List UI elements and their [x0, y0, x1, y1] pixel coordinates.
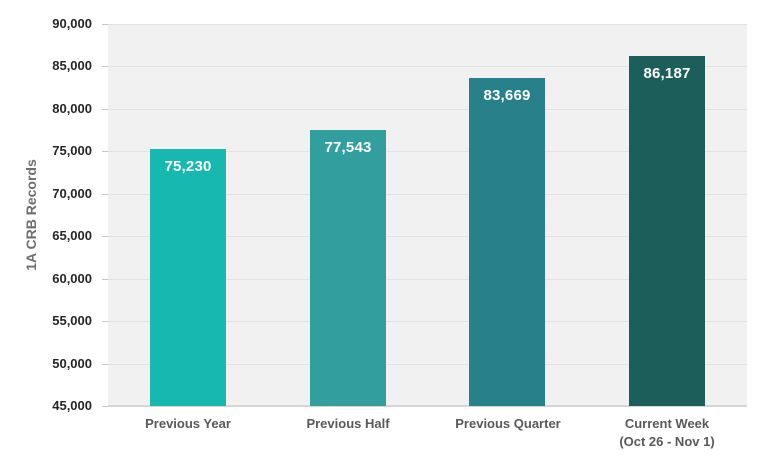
gridline — [108, 279, 747, 280]
y-axis-tick — [102, 194, 108, 195]
y-tick-label: 55,000 — [52, 313, 92, 328]
x-category-label-line: (Oct 26 - Nov 1) — [619, 434, 715, 449]
y-axis-tick — [102, 236, 108, 237]
gridline — [108, 66, 747, 67]
bar: 86,187 — [629, 56, 705, 406]
bar-value-label: 77,543 — [324, 139, 372, 156]
bar: 75,230 — [150, 149, 226, 406]
y-tick-label: 50,000 — [52, 356, 92, 371]
x-category-label: Previous Quarter — [428, 415, 588, 433]
gridline — [108, 194, 747, 195]
y-axis-tick — [102, 406, 108, 407]
x-category-label: Previous Half — [268, 415, 428, 433]
y-tick-label: 80,000 — [52, 101, 92, 116]
y-axis-tick — [102, 364, 108, 365]
y-axis-tick — [102, 279, 108, 280]
y-tick-label: 70,000 — [52, 186, 92, 201]
y-axis-tick — [102, 24, 108, 25]
x-category-label-line: Previous Year — [145, 416, 231, 431]
y-axis-tick — [102, 151, 108, 152]
y-tick-label: 85,000 — [52, 58, 92, 73]
y-tick-label: 45,000 — [52, 398, 92, 413]
y-tick-label: 60,000 — [52, 271, 92, 286]
gridline — [108, 236, 747, 237]
gridline — [108, 109, 747, 110]
gridline — [108, 151, 747, 152]
gridline — [108, 321, 747, 322]
x-category-label-line: Previous Half — [306, 416, 390, 431]
bar-value-label: 75,230 — [164, 158, 212, 175]
y-axis-tick — [102, 109, 108, 110]
bar: 77,543 — [310, 130, 386, 406]
y-tick-label: 75,000 — [52, 143, 92, 158]
x-category-label-line: Current Week — [624, 416, 710, 431]
x-category-label-line: Previous Quarter — [455, 416, 561, 431]
y-axis-tick — [102, 321, 108, 322]
y-axis-title: 1A CRB Records — [23, 159, 39, 271]
y-tick-label: 65,000 — [52, 228, 92, 243]
gridline — [108, 24, 747, 25]
bar: 83,669 — [469, 78, 545, 406]
bar-value-label: 83,669 — [483, 87, 531, 104]
bar-value-label: 86,187 — [643, 65, 691, 82]
y-axis-tick — [102, 66, 108, 67]
x-category-label: Current Week (Oct 26 - Nov 1) — [587, 415, 747, 451]
x-axis-line — [108, 405, 747, 407]
y-tick-label: 90,000 — [52, 16, 92, 31]
x-category-label: Previous Year — [108, 415, 268, 433]
gridline — [108, 364, 747, 365]
